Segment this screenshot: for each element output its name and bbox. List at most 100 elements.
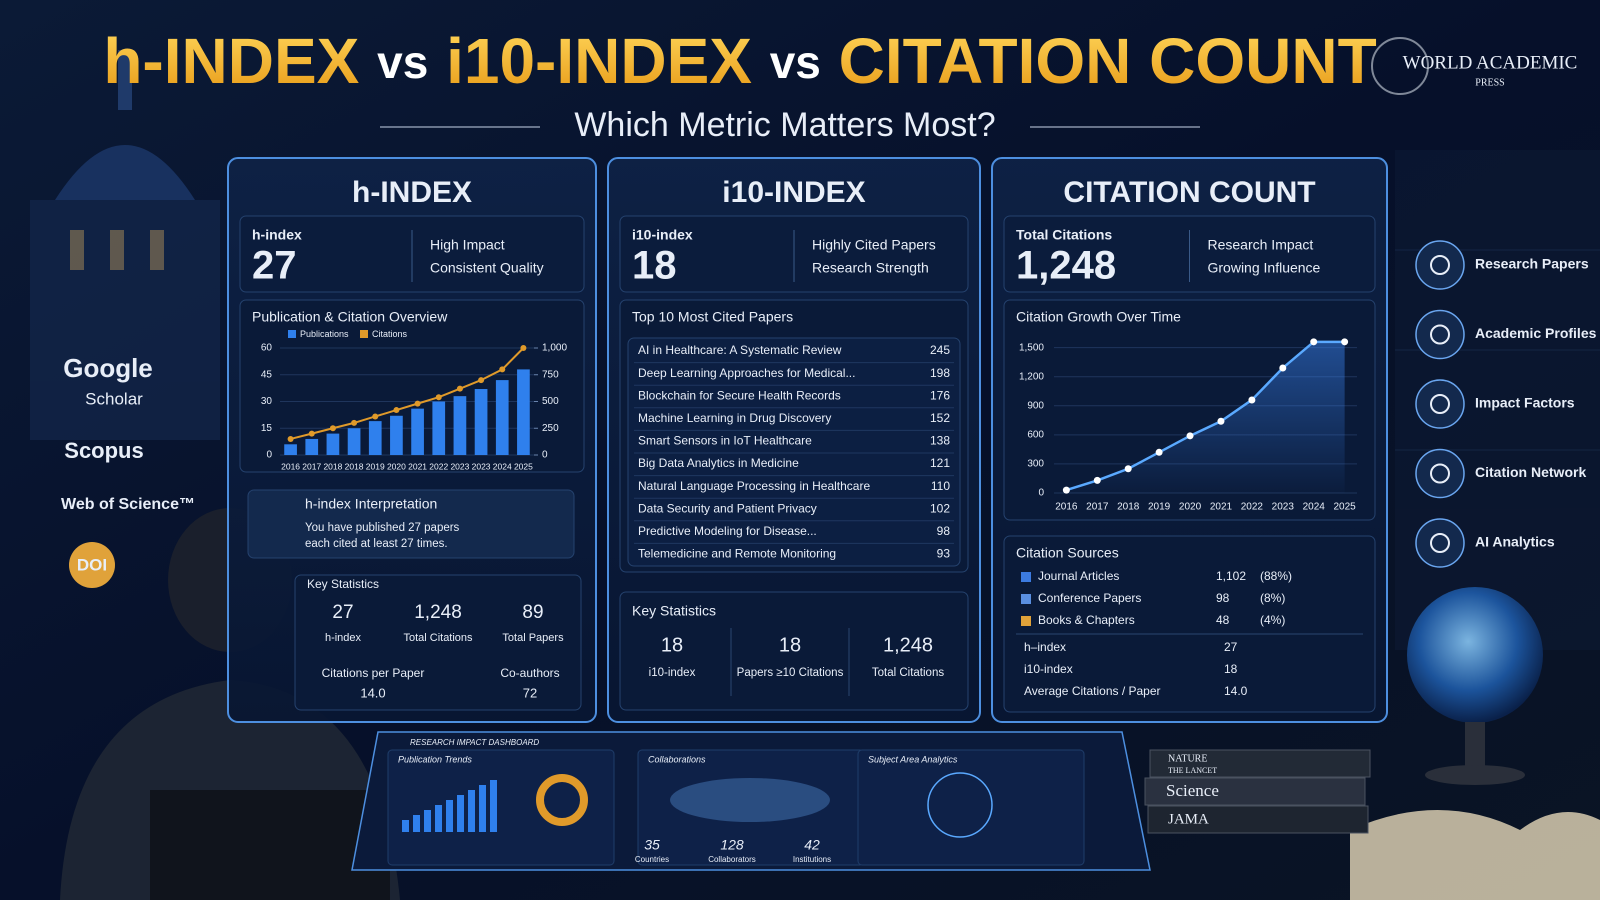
title-part: i10-INDEX bbox=[446, 25, 752, 97]
book-title: JAMA bbox=[1168, 811, 1209, 827]
x-tick-label: 2018 bbox=[345, 461, 364, 471]
y-tick-label: 30 bbox=[261, 396, 273, 407]
y-tick-label: 0 bbox=[266, 450, 272, 461]
paper-citations: 152 bbox=[930, 411, 950, 425]
x-tick-label: 2019 bbox=[366, 461, 385, 471]
x-tick-label: 2018 bbox=[323, 461, 342, 471]
bar bbox=[368, 421, 382, 455]
y-tick-label: 0 bbox=[1038, 488, 1044, 499]
x-tick-label: 2024 bbox=[1303, 502, 1326, 513]
growth-point bbox=[1248, 396, 1256, 404]
book bbox=[1144, 777, 1366, 806]
subtitle: Which Metric Matters Most? bbox=[574, 106, 995, 144]
paper-title: Big Data Analytics in Medicine bbox=[638, 456, 799, 470]
summary-value: 27 bbox=[1224, 640, 1238, 654]
growth-point bbox=[1155, 448, 1163, 456]
y2-tick-label: 0 bbox=[542, 450, 548, 461]
bar bbox=[453, 396, 467, 455]
source-logo: Google bbox=[63, 353, 153, 383]
metric-note: Research Strength bbox=[812, 260, 929, 276]
y-tick-label: 60 bbox=[261, 343, 273, 354]
dashboard-stat-value: 128 bbox=[720, 837, 744, 853]
metric-label: h-index bbox=[252, 227, 302, 243]
bar bbox=[390, 415, 403, 455]
citation-point bbox=[393, 407, 400, 414]
citation-point bbox=[435, 394, 442, 401]
metric-label: Total Citations bbox=[1016, 227, 1112, 243]
stat-label: Total Papers bbox=[502, 632, 564, 644]
book-title: NATURE bbox=[1168, 753, 1207, 764]
brand-logo bbox=[1371, 37, 1429, 95]
stat-value: 1,248 bbox=[414, 602, 462, 623]
title-part: h-INDEX bbox=[103, 25, 359, 97]
sidebar-label: Academic Profiles bbox=[1475, 325, 1597, 341]
metric-note: Highly Cited Papers bbox=[812, 237, 936, 253]
title: h-INDEX vs i10-INDEX vs CITATION COUNT bbox=[103, 25, 1376, 97]
x-tick-label: 2023 bbox=[450, 461, 469, 471]
source-value: 1,102 bbox=[1216, 569, 1246, 583]
source-value: 48 bbox=[1216, 613, 1230, 627]
dashboard-deco-map bbox=[670, 778, 830, 822]
legend-label: Publications bbox=[300, 329, 349, 339]
y-tick-label: 900 bbox=[1027, 400, 1044, 411]
interpretation-text: You have published 27 papers bbox=[305, 522, 460, 534]
paper-title: Machine Learning in Drug Discovery bbox=[638, 411, 831, 425]
brand: WORLD ACADEMIC bbox=[1403, 52, 1578, 73]
summary-value: 14.0 bbox=[1224, 684, 1248, 698]
paper-title: Telemedicine and Remote Monitoring bbox=[638, 547, 836, 561]
sidebar-icon-core bbox=[1430, 463, 1450, 484]
y-tick-label: 15 bbox=[261, 423, 273, 434]
dashboard-deco-bar bbox=[402, 820, 409, 832]
stat-label: Total Citations bbox=[872, 667, 944, 679]
sidebar-icon bbox=[1415, 448, 1465, 499]
growth-point bbox=[1124, 465, 1132, 473]
bar bbox=[284, 444, 297, 455]
summary-label: h–index bbox=[1024, 640, 1066, 654]
panel-title: CITATION COUNT bbox=[1063, 176, 1315, 209]
sidebar-label: Impact Factors bbox=[1475, 395, 1575, 411]
x-tick-label: 2022 bbox=[429, 461, 448, 471]
summary-label: Average Citations / Paper bbox=[1024, 684, 1161, 698]
source-logo: DOI bbox=[77, 555, 107, 574]
stat-label: Papers ≥10 Citations bbox=[737, 667, 844, 679]
bar bbox=[347, 428, 361, 455]
key-stats-title: Key Statistics bbox=[632, 603, 716, 619]
stat-value: 27 bbox=[332, 602, 353, 623]
source-value: 98 bbox=[1216, 591, 1230, 605]
paper-citations: 245 bbox=[930, 343, 950, 357]
paper-title: Predictive Modeling for Disease... bbox=[638, 524, 817, 538]
x-tick-label: 2021 bbox=[1210, 502, 1233, 513]
legend-swatch bbox=[360, 330, 368, 338]
x-tick-label: 2025 bbox=[1334, 502, 1357, 513]
source-logo: Web of Science™ bbox=[61, 496, 195, 513]
paper-citations: 93 bbox=[937, 547, 951, 561]
metric-note: Research Impact bbox=[1208, 237, 1314, 253]
dashboard-deco-bar bbox=[457, 795, 464, 832]
sidebar-label: AI Analytics bbox=[1475, 534, 1555, 550]
x-tick-label: 2016 bbox=[281, 461, 300, 471]
sidebar-icon bbox=[1415, 379, 1465, 429]
dashboard-section-title: Subject Area Analytics bbox=[868, 754, 958, 764]
paper-citations: 176 bbox=[930, 388, 950, 402]
bar bbox=[517, 369, 530, 455]
legend-swatch bbox=[288, 330, 296, 338]
dashboard-deco-donut bbox=[536, 774, 588, 826]
metric-value: 1,248 bbox=[1016, 244, 1116, 288]
table-title: Top 10 Most Cited Papers bbox=[632, 309, 793, 325]
dashboard-section-title: Collaborations bbox=[648, 754, 706, 764]
sources-card bbox=[1003, 535, 1376, 713]
metric-note: High Impact bbox=[430, 237, 505, 253]
open-book bbox=[1350, 810, 1600, 900]
chart-title: Citation Growth Over Time bbox=[1016, 309, 1181, 325]
x-tick-label: 2017 bbox=[302, 461, 321, 471]
x-tick-label: 2023 bbox=[1272, 502, 1295, 513]
x-tick-label: 2019 bbox=[1148, 502, 1171, 513]
metric-label: i10-index bbox=[632, 227, 693, 243]
growth-point bbox=[1062, 486, 1070, 494]
metric-note: Consistent Quality bbox=[430, 260, 544, 276]
stat-value: 1,248 bbox=[883, 634, 933, 656]
bar bbox=[326, 433, 340, 455]
y-tick-label: 45 bbox=[261, 369, 273, 380]
stat-label: Co-authors bbox=[500, 666, 559, 680]
